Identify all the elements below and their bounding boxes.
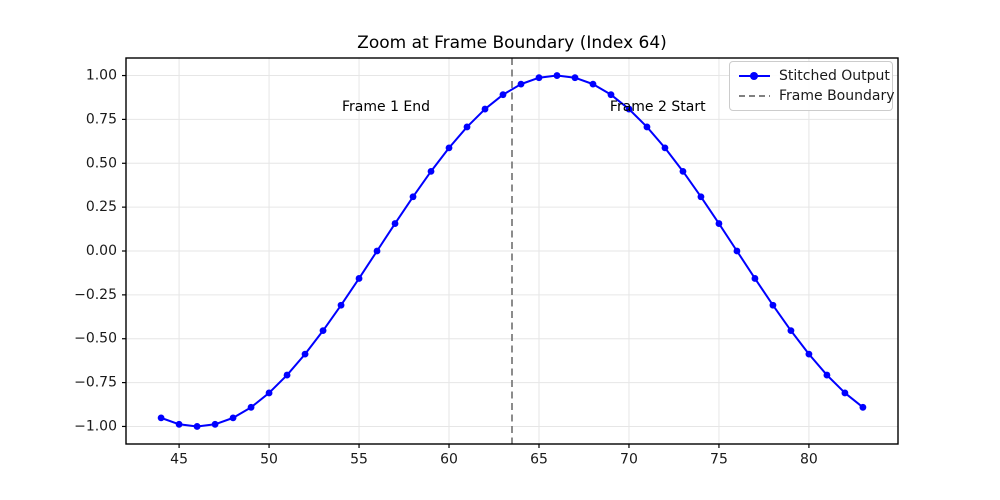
x-tick-label: 45 [170,452,188,468]
data-point-marker [661,144,669,152]
x-tick-label: 65 [530,452,548,468]
data-point-marker [841,389,849,397]
data-point-marker [517,80,525,88]
legend-entry-frame-boundary: Frame Boundary [739,87,895,106]
data-point-marker [445,144,453,152]
x-tick-label: 60 [440,452,458,468]
data-point-marker [265,389,273,397]
data-point-marker [157,414,165,422]
x-tick-label: 80 [800,452,818,468]
data-point-marker [247,403,255,411]
data-point-marker [607,91,615,99]
y-tick-label: 1.00 [86,68,117,84]
data-point-marker [229,414,237,422]
data-point-marker [283,371,291,379]
data-point-marker [409,193,417,201]
data-point-marker [769,301,777,309]
y-tick-label: 0.25 [86,199,117,215]
data-point-marker [589,80,597,88]
data-point-marker [733,247,741,255]
data-point-marker [499,91,507,99]
legend-label: Stitched Output [779,68,890,84]
y-tick-label: 0.00 [86,243,117,259]
data-point-marker [553,72,561,79]
legend-entry-stitched-output: Stitched Output [739,67,890,86]
data-point-marker [319,327,327,335]
series-line-stitched-output [160,74,864,428]
x-tick-label: 50 [260,452,278,468]
data-point-marker [859,403,867,411]
y-tick-label: −0.75 [74,375,117,391]
data-point-marker [301,350,309,358]
data-point-marker [481,105,489,113]
data-point-marker [697,193,705,201]
data-point-marker [535,74,543,82]
data-point-marker [391,220,399,227]
data-point-marker [193,423,201,430]
data-point-marker [679,167,687,175]
data-point-marker [625,105,633,113]
data-point-marker [643,123,651,131]
data-point-marker [571,74,579,82]
annotation-frame1-end: Frame 1 End [342,99,431,116]
y-tick-label: 0.75 [86,111,117,127]
y-tick-label: 0.50 [86,155,117,171]
data-point-marker [427,167,435,175]
chart-title: Zoom at Frame Boundary (Index 64) [357,33,667,53]
data-point-marker [715,220,723,227]
data-point-marker [805,350,813,358]
legend: Stitched Output Frame Boundary [729,61,895,111]
data-point-marker [463,123,471,131]
data-point-marker [751,275,759,282]
data-point-marker [337,301,345,309]
data-point-marker [787,327,795,335]
data-point-marker [355,275,363,282]
data-point-marker [175,420,183,428]
y-tick-label: −1.00 [74,418,117,434]
data-point-marker [373,247,381,255]
x-tick-label: 75 [710,452,728,468]
y-tick-label: −0.25 [74,287,117,303]
x-tick-label: 70 [620,452,638,468]
x-tick-label: 55 [350,452,368,468]
legend-label: Frame Boundary [779,88,895,104]
data-point-marker [211,420,219,428]
data-point-marker [823,371,831,379]
y-tick-label: −0.50 [74,331,117,347]
annotation-frame2-start: Frame 2 Start [609,99,706,116]
legend-dashed-line-icon [739,89,770,103]
legend-line-marker-icon [739,69,770,83]
